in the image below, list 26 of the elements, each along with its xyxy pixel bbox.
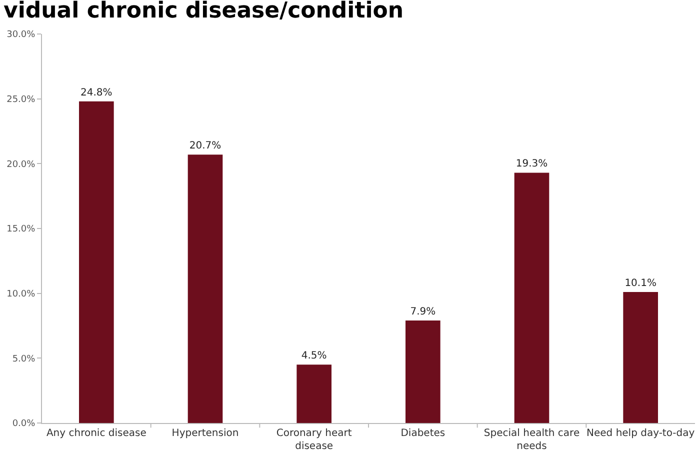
bar (406, 320, 440, 423)
data-label: 4.5% (301, 350, 327, 362)
x-tick-label: Hypertension (172, 428, 239, 439)
data-label: 10.1% (624, 278, 656, 290)
y-tick-label: 5.0% (12, 354, 36, 364)
y-tick-label: 10.0% (6, 289, 36, 300)
data-label: 19.3% (516, 158, 548, 170)
bar (623, 292, 658, 423)
x-tick-label: Diabetes (400, 428, 446, 439)
y-tick-label: 25.0% (6, 94, 36, 105)
data-label: 24.8% (80, 87, 112, 98)
data-label: 7.9% (410, 306, 436, 318)
y-tick-label: 30.0% (6, 30, 36, 40)
y-tick-label: 0.0% (12, 419, 36, 430)
chart-title: vidual chronic disease/condition (3, 0, 404, 24)
bar (188, 154, 223, 423)
x-tick-label: Special health care needs (484, 428, 580, 452)
x-tick-label: Need help day-to-day (586, 428, 695, 439)
bar (296, 364, 332, 423)
bar (514, 172, 550, 423)
y-tick-label: 20.0% (6, 160, 36, 170)
x-tick-label: Coronary heart disease (276, 428, 352, 452)
x-tick-label: Any chronic disease (46, 428, 146, 439)
bar (79, 101, 114, 423)
y-tick-label: 15.0% (6, 224, 36, 235)
data-label: 20.7% (189, 140, 222, 152)
